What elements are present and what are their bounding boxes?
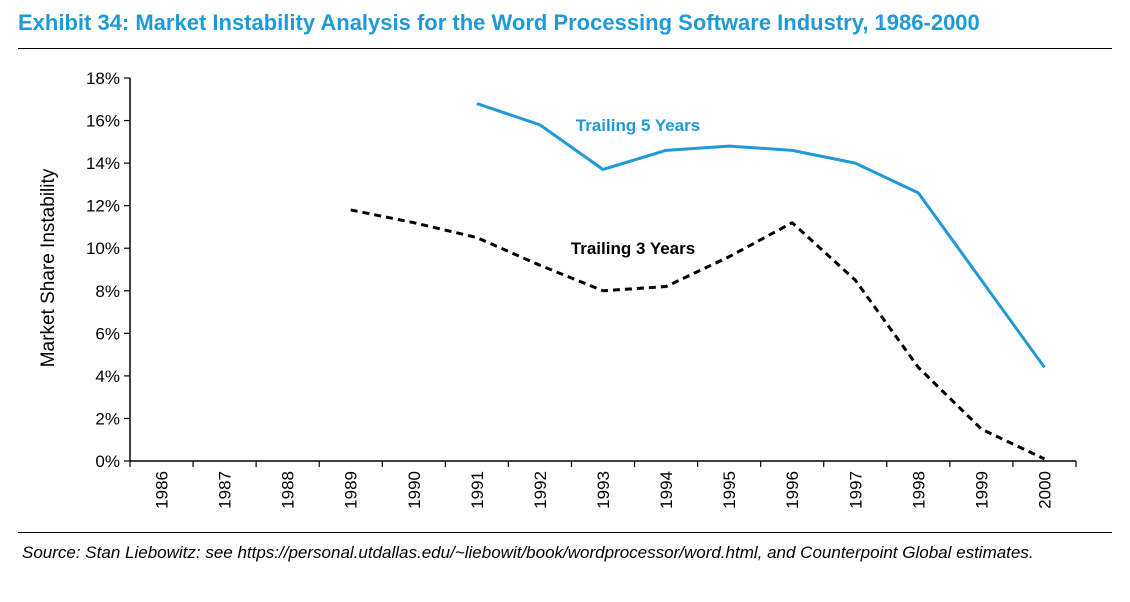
y-tick-label: 2% bbox=[95, 409, 120, 428]
source-note: Source: Stan Liebowitz: see https://pers… bbox=[22, 543, 1034, 562]
series-line-trailing-5 bbox=[476, 102, 1046, 369]
y-tick-label: 16% bbox=[86, 112, 120, 131]
x-tick-label: 1990 bbox=[405, 471, 424, 509]
y-tick-label: 10% bbox=[86, 239, 120, 258]
x-tick-label: 1993 bbox=[594, 471, 613, 509]
x-tick-label: 1992 bbox=[531, 471, 550, 509]
x-tick-label: 1987 bbox=[216, 471, 235, 509]
y-tick-label: 6% bbox=[95, 324, 120, 343]
y-tick-labels: 0% 2% 4% 6% 8% 10% 12% 14% 16% 18% bbox=[86, 69, 120, 471]
x-tick-label: 1986 bbox=[153, 471, 172, 509]
y-axis-title: Market Share Instability bbox=[38, 168, 59, 367]
title-divider bbox=[18, 48, 1112, 49]
y-tick-label: 12% bbox=[86, 197, 120, 216]
line-chart: 0%2%4%6%8%10%12%14%16%18% 1986 1987 1988 19… bbox=[38, 69, 1077, 509]
x-tick-label: 1998 bbox=[909, 471, 928, 509]
series-line-trailing-3 bbox=[350, 208, 1046, 461]
x-tick-label: 1991 bbox=[468, 471, 487, 509]
y-tick-label: 8% bbox=[95, 282, 120, 301]
x-tick-label: 1994 bbox=[657, 471, 676, 509]
x-tick-label: 1997 bbox=[846, 471, 865, 509]
x-tick-label: 1995 bbox=[720, 471, 739, 509]
series-lines bbox=[350, 102, 1046, 461]
y-tick-label: 14% bbox=[86, 154, 120, 173]
series-label-trailing-5: Trailing 5 Years bbox=[576, 116, 700, 135]
x-tick-label: 1988 bbox=[279, 471, 298, 509]
footer-divider bbox=[18, 532, 1112, 533]
x-tick-label: 2000 bbox=[1035, 471, 1054, 509]
x-tick-label: 1989 bbox=[342, 471, 361, 509]
y-tick-label: 0% bbox=[95, 452, 120, 471]
x-tick-label: 1996 bbox=[783, 471, 802, 509]
series-label-trailing-3: Trailing 3 Years bbox=[571, 239, 695, 258]
x-tick-labels: 1986 1987 1988 1989 1990 1991 1992 1993 1994 1995… bbox=[153, 471, 1055, 509]
x-tick-label: 1999 bbox=[972, 471, 991, 509]
y-tick-label: 18% bbox=[86, 69, 120, 88]
chart-title: Exhibit 34: Market Instability Analysis … bbox=[18, 10, 980, 35]
y-tick-label: 4% bbox=[95, 367, 120, 386]
chart-axes bbox=[124, 77, 1077, 467]
